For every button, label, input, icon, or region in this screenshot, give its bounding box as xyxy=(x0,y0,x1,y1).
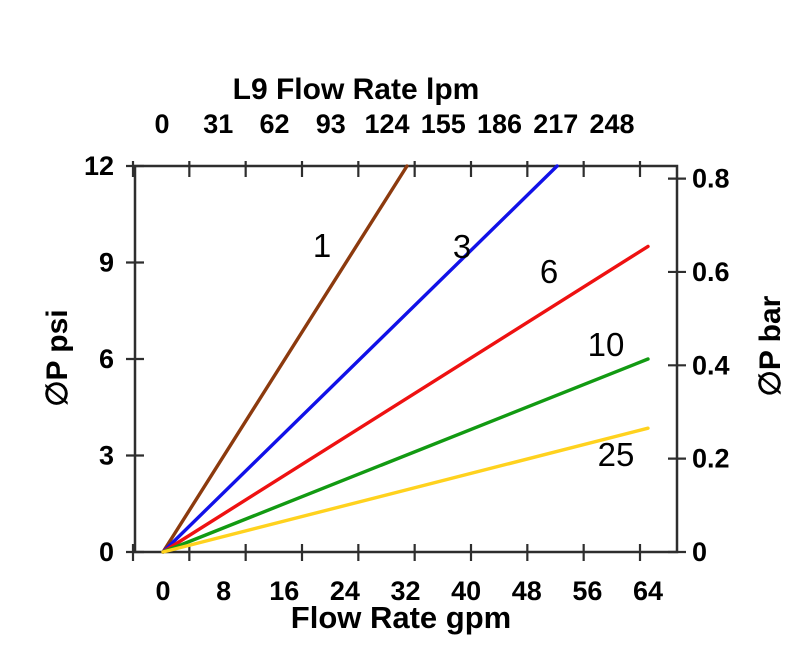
top-tick-label: 155 xyxy=(421,109,466,139)
right-tick-label: 0.2 xyxy=(692,444,730,474)
bottom-axis-title: Flow Rate gpm xyxy=(290,600,512,635)
left-axis-title: ∅P psi xyxy=(41,309,74,407)
bottom-tick-label: 16 xyxy=(269,576,299,606)
series-line-25 xyxy=(161,426,650,554)
top-tick-label: 124 xyxy=(364,109,409,139)
series-label-25: 25 xyxy=(598,436,635,473)
left-tick-label: 6 xyxy=(99,344,114,374)
bottom-tick-label: 64 xyxy=(633,576,663,606)
series-label-1: 1 xyxy=(313,227,331,264)
series-line-10 xyxy=(161,357,650,554)
top-tick-label: 93 xyxy=(316,109,346,139)
right-tick-label: 0 xyxy=(692,537,707,567)
top-tick-label: 31 xyxy=(203,109,233,139)
top-axis-title: L9 Flow Rate lpm xyxy=(232,73,480,106)
series-label-10: 10 xyxy=(588,326,625,363)
left-tick-label: 3 xyxy=(99,441,114,471)
bottom-tick-label: 40 xyxy=(451,576,481,606)
right-tick-label: 0.4 xyxy=(692,350,730,380)
series-line-1 xyxy=(161,164,409,554)
right-tick-label: 0.8 xyxy=(692,164,730,194)
bottom-tick-label: 8 xyxy=(216,576,231,606)
bottom-tick-label: 48 xyxy=(512,576,542,606)
top-tick-label: 248 xyxy=(589,109,634,139)
bottom-tick-label: 32 xyxy=(390,576,420,606)
right-axis-title: ∅P bar xyxy=(754,295,787,397)
top-tick-label: 0 xyxy=(154,109,169,139)
series-label-6: 6 xyxy=(540,253,558,290)
series-line-6 xyxy=(161,244,650,554)
bottom-tick-label: 56 xyxy=(572,576,602,606)
left-tick-label: 0 xyxy=(99,537,114,567)
top-tick-label: 62 xyxy=(259,109,289,139)
top-tick-label: 186 xyxy=(477,109,522,139)
right-tick-label: 0.6 xyxy=(692,257,730,287)
left-tick-label: 9 xyxy=(99,248,114,278)
left-tick-label: 12 xyxy=(84,151,114,181)
series-line-3 xyxy=(161,164,559,554)
bottom-tick-label: 0 xyxy=(155,576,170,606)
series-label-3: 3 xyxy=(453,228,471,265)
top-tick-label: 217 xyxy=(533,109,578,139)
bottom-tick-label: 24 xyxy=(330,576,360,606)
